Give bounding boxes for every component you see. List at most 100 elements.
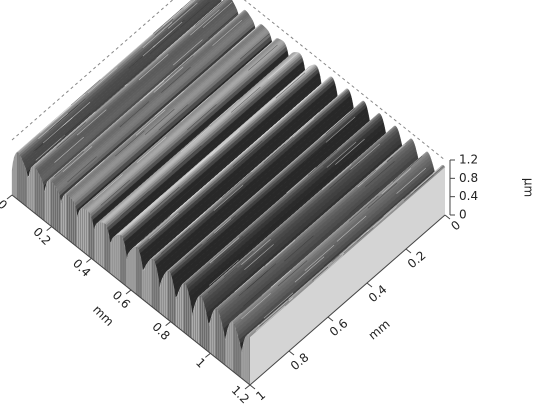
surface-streak [42, 117, 73, 144]
surface-streak [206, 215, 237, 242]
surface-streak [133, 194, 163, 221]
surface-streak [350, 143, 380, 170]
surface-streak [208, 12, 238, 39]
surface-streak [149, 212, 179, 239]
surface-streak [279, 67, 310, 94]
surface-streak [323, 140, 353, 167]
surface-streak [392, 155, 423, 182]
surface-streak [329, 162, 360, 189]
surface-streak [241, 239, 271, 265]
y-tick [327, 316, 334, 322]
z-tick-label: 1.2 [459, 153, 478, 167]
surface-streak [140, 215, 171, 242]
surface-streak [268, 53, 298, 80]
surface-streak [231, 24, 261, 50]
y-tick [366, 282, 373, 288]
surface-streak [184, 232, 215, 259]
surface-streak [135, 109, 166, 136]
surface-streak [160, 227, 191, 254]
surface-streak [61, 112, 91, 139]
surface-streak [185, 150, 216, 176]
surface-streak [55, 93, 85, 120]
surface-streak [325, 107, 356, 134]
surface-streak [303, 137, 334, 164]
surface-streak [335, 138, 365, 165]
surface-streak [275, 72, 306, 99]
surface-streak [343, 227, 374, 254]
back-edge [11, 0, 446, 161]
surface-streak [230, 86, 261, 113]
surface-streak [127, 58, 157, 85]
surface-streak [239, 33, 270, 60]
surface-streak [241, 293, 271, 320]
surface-streak [325, 116, 356, 143]
surface-streak [396, 167, 427, 194]
surface-streak [136, 137, 167, 164]
surface-streak [367, 182, 398, 209]
x-tick-label: 1 [193, 355, 208, 370]
surface-streak [153, 7, 183, 34]
surface-streak [313, 254, 344, 281]
surface-streak [190, 9, 220, 36]
surface-streak [74, 160, 105, 187]
surface-streak [349, 187, 380, 214]
surface-streak [56, 122, 87, 149]
surface-streak [367, 206, 397, 233]
surface-streak [219, 232, 250, 259]
x-tick [205, 352, 211, 358]
surface-streak [223, 27, 253, 54]
surface-streak [212, 19, 243, 46]
surface-streak [209, 237, 240, 264]
surface-streak [365, 161, 395, 188]
surface-streak [304, 244, 335, 271]
surface-streak [179, 0, 193, 11]
surface-streak [38, 113, 68, 139]
surface-streak [241, 287, 272, 314]
surface-streak [336, 215, 367, 242]
surface-streak [292, 105, 322, 132]
surface [11, 0, 446, 385]
surface-streak [321, 164, 352, 191]
surface-streak [154, 90, 185, 117]
x-tick [6, 194, 13, 200]
surface-streak [70, 79, 101, 106]
surface-streak [232, 140, 263, 167]
surface-streak [164, 4, 194, 31]
y-axis-label: mm [366, 317, 393, 343]
surface-streak [140, 75, 171, 102]
surface-streak [248, 44, 278, 71]
surface-streak [381, 168, 412, 195]
surface-streak [67, 156, 97, 183]
y-tick-label: 1 [253, 388, 268, 404]
surface-streak [403, 173, 434, 200]
surface-streak [173, 39, 203, 66]
surface-streak [172, 0, 196, 20]
y-tick [288, 350, 295, 356]
x-tick [86, 257, 92, 263]
surface-streak [171, 188, 201, 215]
surface-streak [277, 260, 308, 287]
surface-streak [410, 167, 441, 194]
surface-streak [284, 235, 314, 262]
surface-streak [95, 85, 126, 112]
surface-streak [210, 130, 240, 157]
surface-streak [162, 0, 193, 27]
surface-streak [207, 267, 238, 294]
surface-streak [293, 82, 324, 109]
surface-streak [209, 99, 240, 126]
surface-streak [213, 235, 243, 262]
surface-streak [209, 259, 239, 286]
surface-streak [142, 22, 173, 48]
y-tick [444, 214, 451, 220]
surface-streak [163, 55, 194, 82]
surface-streak [286, 167, 316, 194]
surface-streak [149, 186, 180, 213]
surface-streak [354, 215, 384, 242]
surface-streak [167, 2, 198, 29]
y-tick [405, 248, 412, 254]
side-face [250, 167, 445, 385]
surface-streak [259, 300, 290, 327]
surface-streak [89, 173, 119, 200]
surface-streak [414, 165, 444, 192]
surface-streak [339, 229, 370, 256]
